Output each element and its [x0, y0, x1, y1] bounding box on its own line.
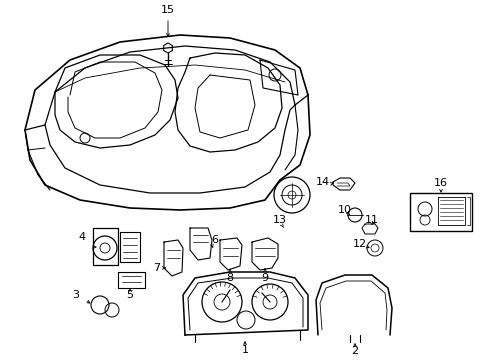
Text: 13: 13 — [272, 215, 286, 225]
Text: 2: 2 — [351, 346, 358, 356]
Text: 10: 10 — [337, 205, 351, 215]
Text: 7: 7 — [153, 263, 160, 273]
Text: 3: 3 — [72, 290, 80, 300]
Text: 12: 12 — [352, 239, 366, 249]
Text: 11: 11 — [364, 215, 378, 225]
Text: 6: 6 — [211, 235, 218, 245]
Text: 16: 16 — [433, 178, 447, 188]
Text: 1: 1 — [241, 345, 248, 355]
Text: 8: 8 — [226, 273, 233, 283]
Text: 15: 15 — [161, 5, 175, 15]
Text: 4: 4 — [78, 232, 85, 242]
Text: 9: 9 — [261, 273, 268, 283]
Text: 5: 5 — [126, 290, 133, 300]
Text: 14: 14 — [315, 177, 329, 187]
